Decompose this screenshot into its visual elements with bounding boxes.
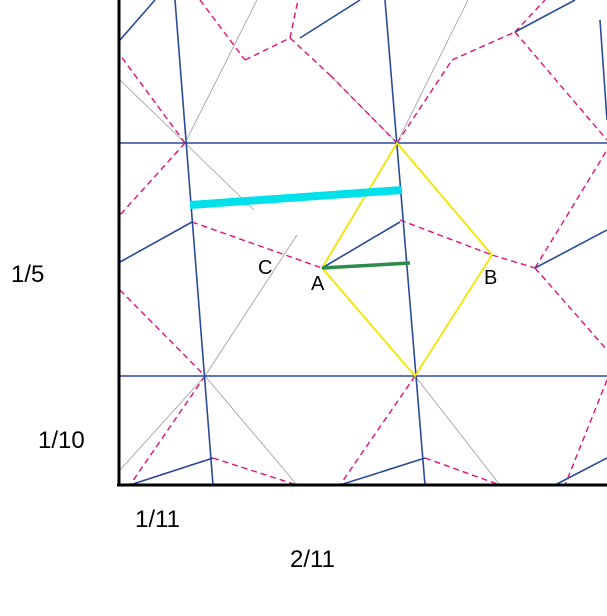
point-label-c: C: [258, 257, 272, 279]
magenta-dashed-lines: [120, 0, 607, 485]
y-tick-label-one-fifth: 1/5: [11, 261, 44, 288]
cyan-segment: [190, 190, 402, 205]
blue-solid-lines: [120, 0, 607, 485]
point-label-b: B: [484, 267, 497, 289]
y-tick-label-one-tenth: 1/10: [38, 427, 85, 454]
x-tick-label-two-elevenths: 2/11: [290, 546, 335, 573]
axes: [117, 0, 607, 486]
x-tick-label-one-eleventh: 1/11: [135, 506, 180, 533]
point-label-a: A: [311, 273, 325, 295]
green-segment: [322, 263, 410, 268]
